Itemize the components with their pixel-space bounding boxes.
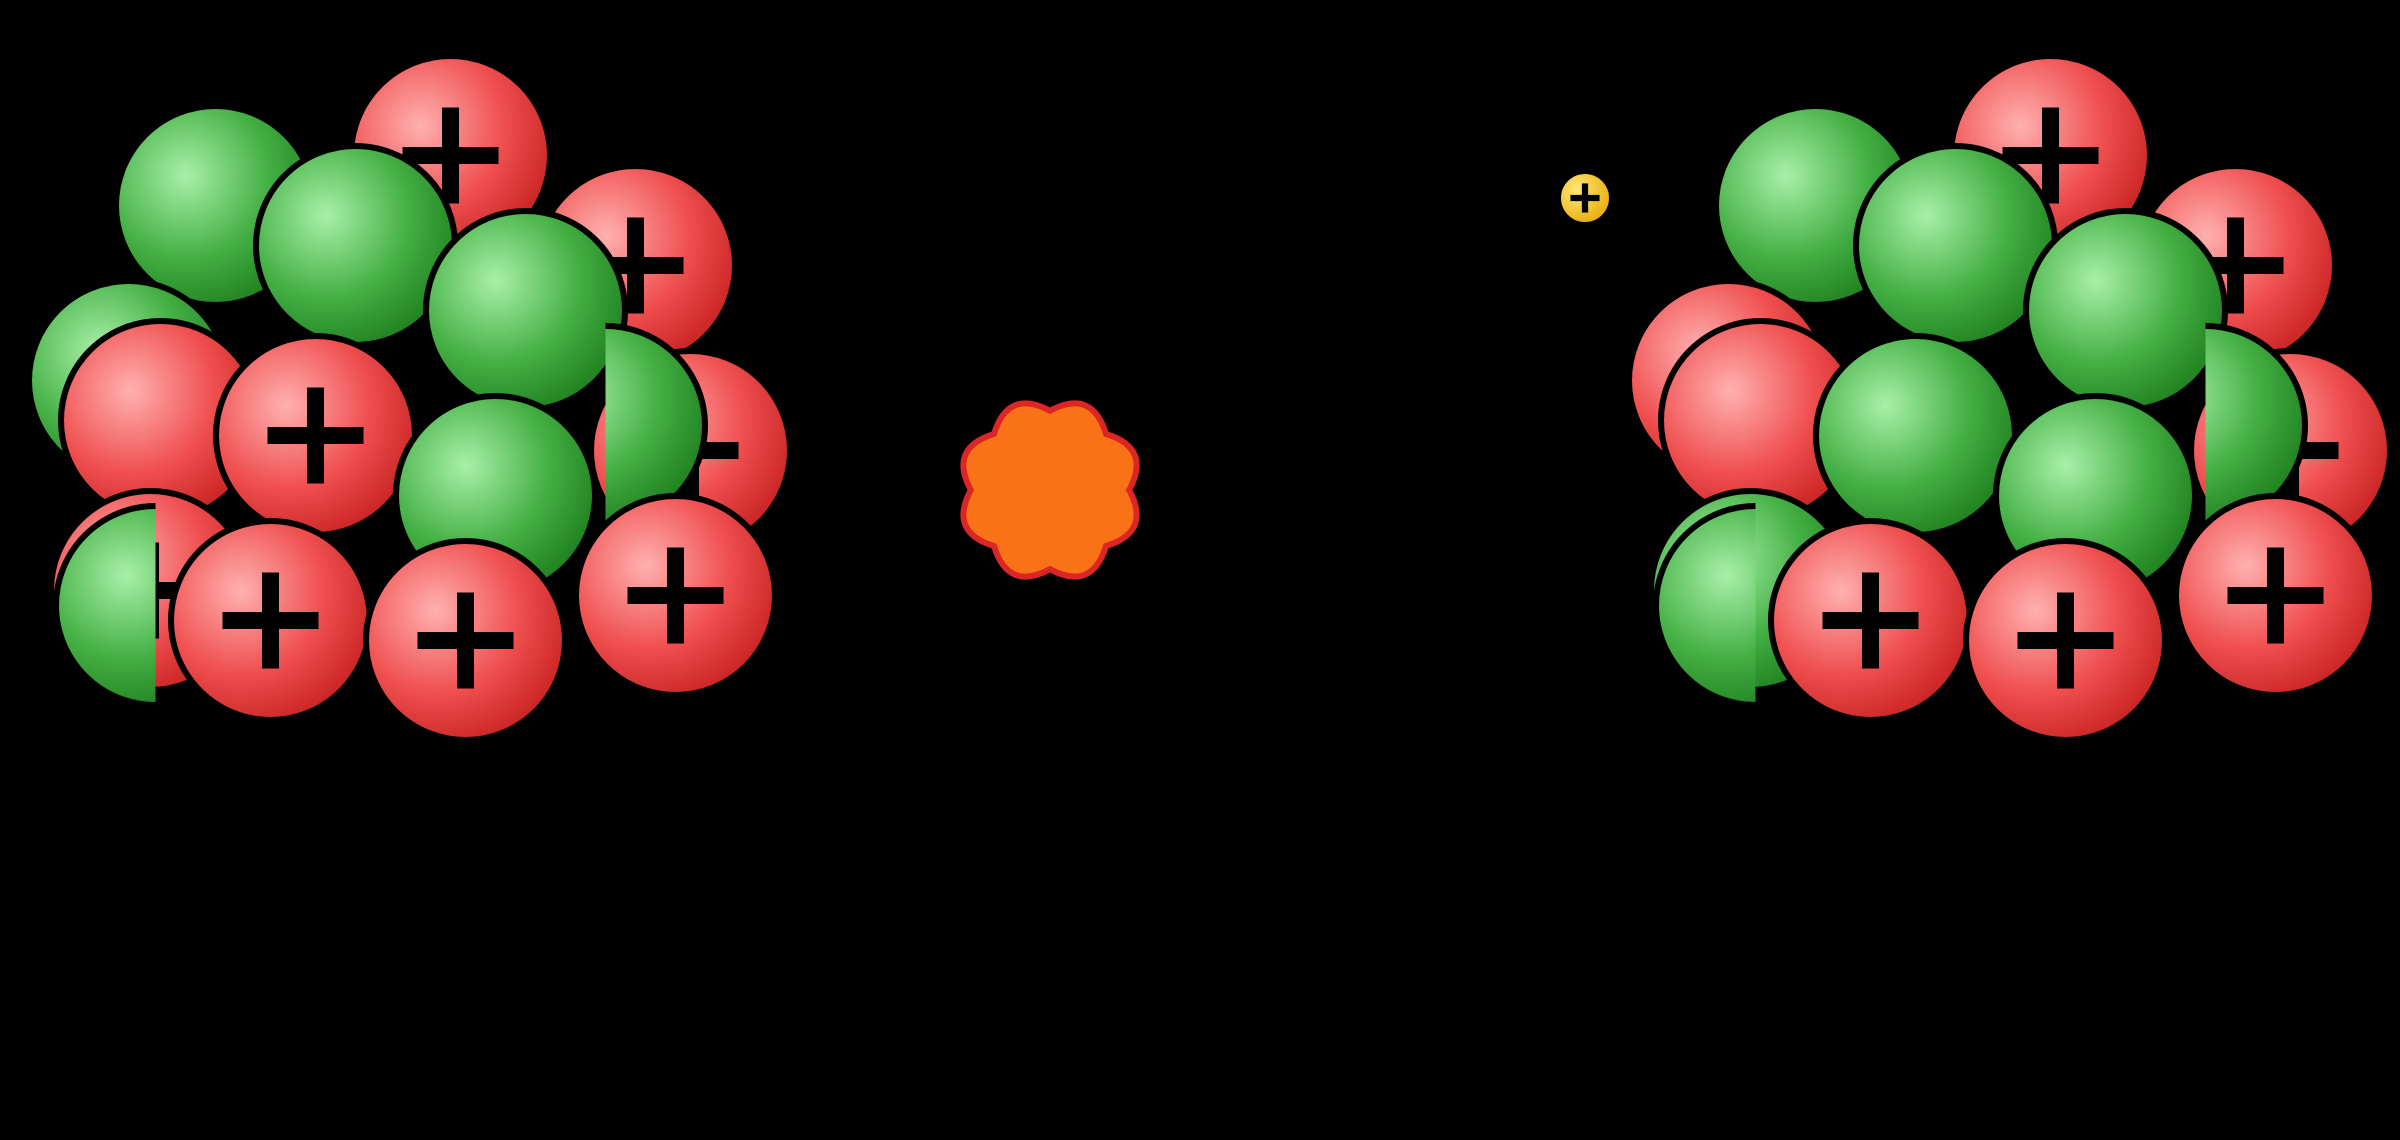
diagram-stage — [0, 0, 2400, 1140]
proton-sphere — [1963, 538, 2168, 743]
positron-particle — [1555, 168, 1615, 228]
proton-sphere — [573, 493, 778, 698]
emission-arrow-icon — [1105, 160, 1615, 538]
neutron-sphere — [53, 503, 258, 708]
proton-sphere — [2173, 493, 2378, 698]
proton-sphere — [363, 538, 568, 743]
neutron-sphere — [1653, 503, 1858, 708]
